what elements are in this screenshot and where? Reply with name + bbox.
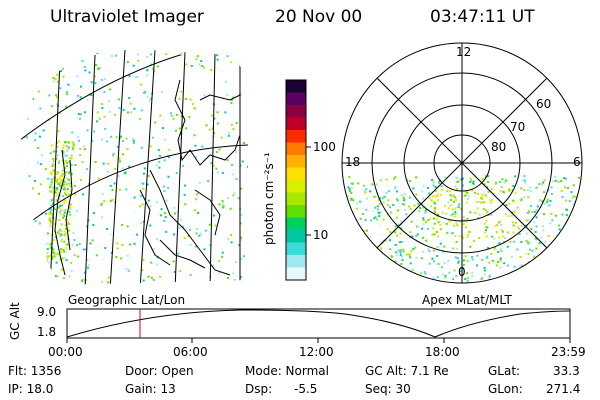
mode-value: Mode: Normal [245, 364, 329, 378]
time-tick-0000: 00:00 [48, 345, 83, 359]
dsp-value: -5.5 [294, 382, 318, 396]
lat-label-70: 70 [510, 120, 526, 134]
altitude-ytick-9: 9.0 [37, 305, 57, 319]
meridian-grid [20, 49, 248, 285]
mlt-label-18: 18 [345, 155, 361, 169]
door-status: Door: Open [125, 364, 194, 378]
mlt-label-12: 12 [456, 45, 472, 59]
ip-value: IP: 18.0 [8, 382, 54, 396]
glat-label: GLat: [488, 364, 521, 378]
lat-label-80: 80 [491, 140, 507, 154]
colorbar-label: photon cm⁻²s⁻¹ [262, 152, 276, 245]
glon-value: 271.4 [546, 382, 581, 396]
colorbar [285, 79, 311, 281]
glat-value: 33.3 [553, 364, 580, 378]
right-panel-label: Apex MLat/MLT [422, 293, 512, 307]
glon-label: GLon: [488, 382, 523, 396]
gain-value: Gain: 13 [125, 382, 176, 396]
colorbar-tick-10: 10 [313, 228, 329, 242]
colorbar-tick-100: 100 [313, 140, 336, 154]
flight-number: Flt: 1356 [8, 364, 62, 378]
coastline [54, 79, 241, 276]
time-label: 03:47:11 UT [430, 7, 535, 27]
altitude-plot [66, 308, 571, 343]
dsp-label: Dsp: [245, 382, 273, 396]
date-label: 20 Nov 00 [275, 7, 363, 27]
left-panel-label: Geographic Lat/Lon [68, 293, 186, 307]
time-tick-0600: 06:00 [173, 345, 208, 359]
altitude-ylabel: GC Alt [8, 302, 22, 340]
mlt-label-0: 0 [458, 265, 466, 279]
mlt-label-6: 6 [573, 155, 581, 169]
polar-plot [341, 42, 583, 284]
sequence-number: Seq: 30 [365, 382, 411, 396]
time-tick-1200: 12:00 [299, 345, 334, 359]
altitude-ytick-1-8: 1.8 [37, 325, 57, 339]
lat-label-60: 60 [536, 97, 552, 111]
time-tick-1800: 18:00 [425, 345, 460, 359]
time-tick-2359: 23:59 [551, 345, 586, 359]
geographic-image [20, 49, 248, 285]
gc-altitude: GC Alt: 7.1 Re [365, 364, 449, 378]
instrument-title: Ultraviolet Imager [50, 7, 204, 27]
